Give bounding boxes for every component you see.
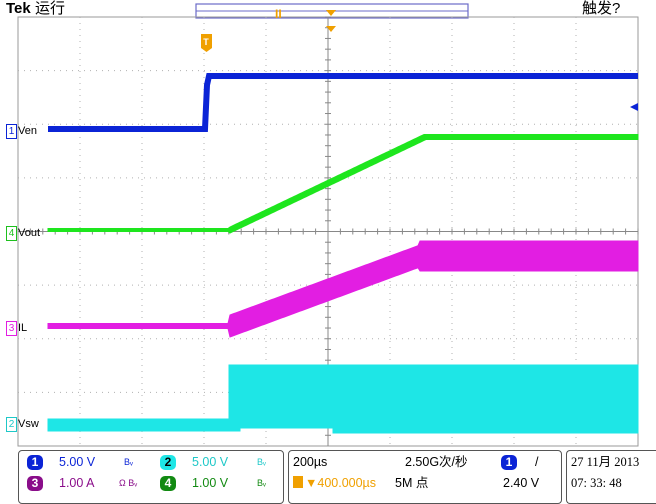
- run-state: 运行: [35, 0, 66, 17]
- channel-readout-panel: 1 5.00 V Bᵥ 2 5.00 V Bᵥ 3 1.00 A Ω Bᵥ 4 …: [18, 450, 284, 504]
- ch1-coupling: Bᵥ: [124, 457, 133, 467]
- channel-2-icon: 2: [6, 417, 17, 432]
- trigger-state: 触发?: [582, 0, 621, 17]
- brand-logo: Tek: [6, 0, 31, 17]
- trace-vout: [47, 133, 639, 234]
- channel-label-vsw: Vsw: [18, 418, 39, 430]
- trigger-level-marker[interactable]: [630, 103, 638, 111]
- ch4-scale: 1.00 V: [192, 476, 229, 490]
- trace-vsw: [47, 364, 639, 434]
- datetime-panel: 27 11月 2013 07: 33: 48: [566, 450, 656, 504]
- ch3-scale: 1.00 A: [59, 476, 95, 490]
- status-bar: 1 5.00 V Bᵥ 2 5.00 V Bᵥ 3 1.00 A Ω Bᵥ 4 …: [18, 450, 656, 504]
- trigger-level[interactable]: 2.40 V: [503, 476, 540, 490]
- ch1-badge[interactable]: 1: [27, 455, 43, 470]
- ch2-badge[interactable]: 2: [160, 455, 176, 470]
- record-length: 5M 点: [395, 476, 429, 490]
- date-display: 27 11月 2013: [571, 455, 640, 469]
- sample-rate: 2.50G次/秒: [405, 455, 468, 469]
- trigger-position-marker[interactable]: [326, 10, 336, 32]
- timebase-panel: 200µs ▼400.000µs 2.50G次/秒 5M 点 1 / 2.40 …: [288, 450, 562, 504]
- trigger-position-value: ▼400.000µs: [305, 476, 377, 490]
- timebase-value[interactable]: 200µs: [293, 455, 328, 469]
- channel-1-icon: 1: [6, 124, 17, 139]
- trigger-slope-icon[interactable]: /: [535, 455, 539, 469]
- ch1-scale: 5.00 V: [59, 455, 96, 469]
- record-center-label: T: [203, 37, 209, 47]
- record-center-marker[interactable]: [201, 34, 212, 52]
- ch2-coupling: Bᵥ: [257, 457, 266, 467]
- ch4-badge[interactable]: 4: [160, 476, 176, 491]
- channel-marker-vout[interactable]: 4 Vout: [6, 226, 40, 241]
- channel-label-il: IL: [18, 322, 28, 334]
- time-display: 07: 33: 48: [571, 476, 622, 490]
- channel-3-icon: 3: [6, 321, 17, 336]
- trace-il: [47, 240, 639, 338]
- trace-ven: [48, 73, 638, 132]
- channel-marker-ven[interactable]: 1 Ven: [6, 124, 37, 139]
- channel-marker-il[interactable]: 3 IL: [6, 321, 27, 336]
- ch3-badge[interactable]: 3: [27, 476, 43, 491]
- trigger-position-icon: [293, 476, 303, 488]
- channel-marker-vsw[interactable]: 2 Vsw: [6, 417, 39, 432]
- ch3-coupling: Ω Bᵥ: [119, 478, 138, 488]
- channel-4-icon: 4: [6, 226, 17, 241]
- channel-label-vout: Vout: [18, 227, 41, 239]
- trigger-position[interactable]: ▼400.000µs: [293, 476, 376, 491]
- channel-label-ven: Ven: [18, 125, 37, 137]
- ch4-coupling: Bᵥ: [257, 478, 266, 488]
- ch2-scale: 5.00 V: [192, 455, 229, 469]
- trigger-source-badge[interactable]: 1: [501, 455, 517, 470]
- record-marker-label: II: [275, 7, 282, 21]
